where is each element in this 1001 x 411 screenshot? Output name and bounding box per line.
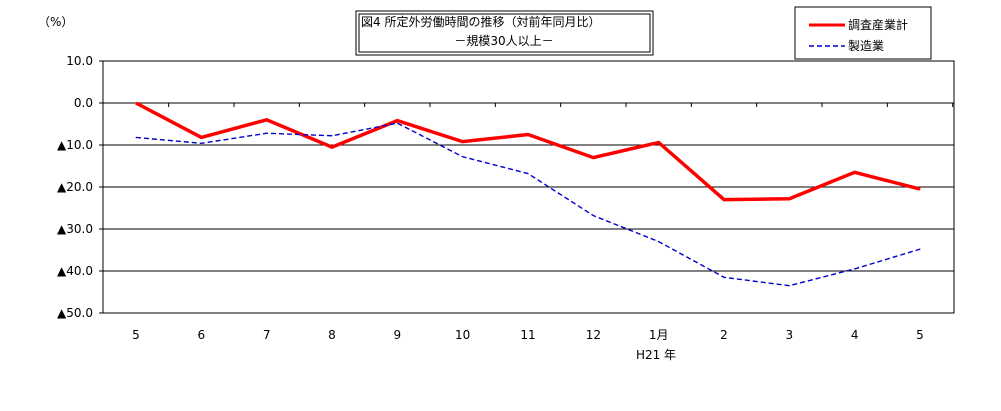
point-調査産業計-2 xyxy=(266,119,268,121)
point-調査産業計-10 xyxy=(788,198,790,200)
y-tick-label-1: 0.0 xyxy=(74,96,93,110)
x-tick-label-3: 8 xyxy=(328,328,336,342)
x-tick-label-7: 12 xyxy=(586,328,601,342)
x-tick-label-5: 10 xyxy=(455,328,470,342)
x-tick-label-1: 6 xyxy=(198,328,206,342)
point-製造業-2 xyxy=(266,132,268,134)
legend-box xyxy=(794,6,932,60)
x-tick-label-12: 5 xyxy=(916,328,924,342)
point-製造業-3 xyxy=(331,135,333,137)
y-tick-label-2: ▲10.0 xyxy=(57,138,93,152)
point-調査産業計-4 xyxy=(396,120,398,122)
point-製造業-9 xyxy=(723,276,725,278)
x-axis-tick-labels: 5 6 7 8 9 10 11 12 1月 2 3 4 5 xyxy=(132,328,924,342)
point-調査産業計-3 xyxy=(331,146,333,148)
y-axis-tick-labels: 10.0 0.0 ▲10.0 ▲20.0 ▲30.0 ▲40.0 ▲50.0 xyxy=(57,54,93,320)
point-調査産業計-12 xyxy=(919,188,921,190)
point-調査産業計-8 xyxy=(658,141,660,143)
point-製造業-6 xyxy=(527,173,529,175)
legend-label-製造業: 製造業 xyxy=(848,39,884,53)
x-tick-label-10: 3 xyxy=(786,328,794,342)
point-製造業-11 xyxy=(854,268,856,270)
y-axis-unit-label: （%） xyxy=(38,15,73,29)
point-調査産業計-1 xyxy=(200,136,202,138)
legend: 調査産業計 製造業 xyxy=(794,6,932,60)
x-tick-label-0: 5 xyxy=(132,328,140,342)
point-製造業-1 xyxy=(200,142,202,144)
title-box-outer xyxy=(355,10,654,56)
series-line-調査産業計 xyxy=(135,101,921,202)
x-tick-label-2: 7 xyxy=(263,328,271,342)
x-tick-label-9: 2 xyxy=(720,328,728,342)
chart-title: 図4 所定外労働時間の推移（対前年同月比） xyxy=(361,14,600,29)
x-axis-year-label: H21 年 xyxy=(636,348,676,362)
series-line-製造業 xyxy=(135,122,921,287)
chart-subtitle: －規模30人以上－ xyxy=(454,33,553,48)
x-tick-label-11: 4 xyxy=(851,328,859,342)
point-製造業-0 xyxy=(135,136,137,138)
point-製造業-12 xyxy=(919,248,921,250)
y-tick-label-0: 10.0 xyxy=(66,54,93,68)
gridlines xyxy=(99,60,954,314)
x-tick-label-4: 9 xyxy=(394,328,402,342)
y-tick-label-3: ▲20.0 xyxy=(57,180,93,194)
point-製造業-8 xyxy=(658,241,660,243)
y-tick-label-4: ▲30.0 xyxy=(57,222,93,236)
legend-label-調査産業計: 調査産業計 xyxy=(848,17,908,32)
point-製造業-4 xyxy=(396,122,398,124)
point-製造業-7 xyxy=(592,215,594,217)
y-tick-label-5: ▲40.0 xyxy=(57,264,93,278)
point-調査産業計-5 xyxy=(462,141,464,143)
point-調査産業計-7 xyxy=(592,157,594,159)
point-調査産業計-0 xyxy=(135,102,137,104)
point-製造業-10 xyxy=(788,285,790,287)
x-tick-label-8: 1月 xyxy=(649,328,669,342)
title-box: 図4 所定外労働時間の推移（対前年同月比） －規模30人以上－ xyxy=(355,10,654,56)
y-tick-label-6: ▲50.0 xyxy=(57,306,93,320)
point-調査産業計-9 xyxy=(723,199,725,201)
point-調査産業計-6 xyxy=(527,134,529,135)
point-調査産業計-11 xyxy=(854,171,856,173)
series-lines xyxy=(135,101,921,287)
title-box-inner xyxy=(358,13,651,53)
x-tick-label-6: 11 xyxy=(520,328,535,342)
point-製造業-5 xyxy=(462,156,464,158)
